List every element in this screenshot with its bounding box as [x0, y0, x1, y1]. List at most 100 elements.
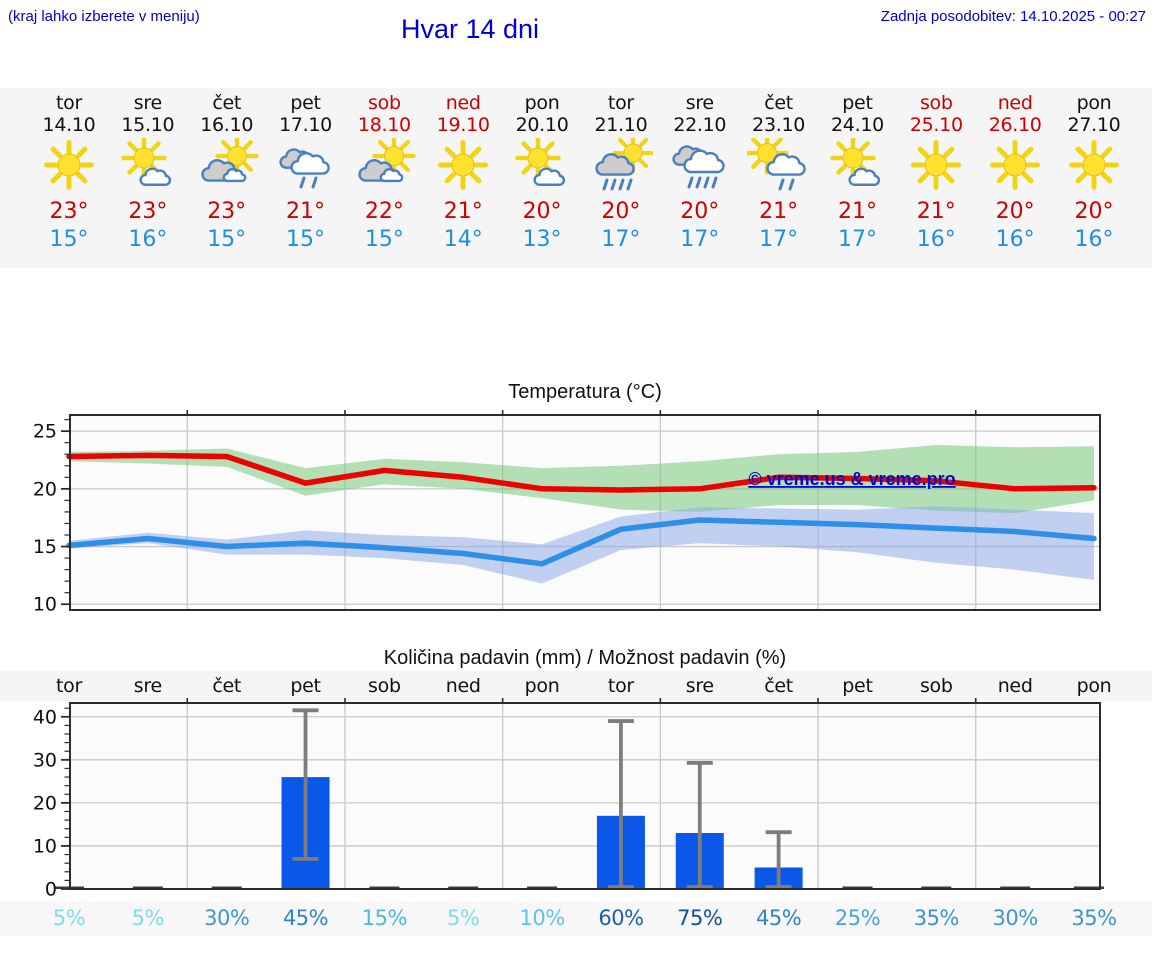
forecast-day-column: pon 27.10 20° 16°	[1054, 92, 1133, 254]
forecast-day-column: sob 18.10 22° 15°	[345, 92, 424, 254]
sun-small-cloud-icon	[830, 138, 881, 186]
forecast-day-column: čet 23.10 21° 17°	[739, 92, 818, 254]
precip-ytick-label: 30	[33, 749, 57, 771]
temp-min: 16°	[995, 227, 1035, 252]
precip-zero-mark	[842, 886, 873, 889]
forecast-day-column: pet 24.10 21° 17°	[818, 92, 897, 254]
precip-probability-label: 10%	[519, 906, 565, 930]
day-date: 17.10	[279, 114, 332, 136]
temp-max: 21°	[837, 199, 877, 224]
watermark-link[interactable]: © vreme.us & vreme.pro	[748, 469, 955, 489]
temp-max: 20°	[680, 199, 720, 224]
precipitation-chart: 0 10 20 30 40	[33, 698, 1104, 901]
temp-max: 20°	[1074, 199, 1114, 224]
forecast-day-column: tor 21.10 20° 17°	[581, 92, 660, 254]
forecast-day-column: sob 25.10 21° 16°	[897, 92, 976, 254]
precip-day-label: sob	[368, 675, 401, 697]
precip-probability-label: 35%	[913, 906, 960, 930]
forecast-day-column: sre 22.10 20° 17°	[660, 92, 739, 254]
precip-day-label: ned	[997, 675, 1033, 697]
precip-zero-mark	[527, 886, 558, 889]
precip-probability-label: 30%	[204, 906, 250, 930]
precip-day-label: pon	[524, 675, 560, 697]
day-name: sob	[919, 92, 953, 114]
precip-day-label: tor	[56, 675, 82, 697]
day-name: pon	[1076, 92, 1112, 114]
day-name: tor	[56, 92, 82, 114]
day-name: čet	[764, 92, 793, 114]
day-date: 25.10	[909, 114, 963, 136]
precip-probability-label: 5%	[447, 906, 480, 930]
temp-max: 21°	[916, 199, 956, 224]
temp-max: 20°	[995, 199, 1035, 224]
precip-day-label: čet	[212, 675, 242, 697]
precip-ytick-label: 10	[33, 835, 57, 857]
precip-zero-mark	[921, 886, 952, 889]
sun-icon	[911, 140, 962, 190]
cloud-sun-icon	[201, 138, 259, 183]
temp-min: 17°	[837, 227, 877, 252]
last-updated: Zadnja posodobitev: 14.10.2025 - 00:27	[880, 8, 1146, 25]
precip-day-label: čet	[764, 675, 793, 697]
day-name: sre	[685, 92, 714, 114]
forecast-day-column: tor 14.10 23° 15°	[30, 92, 109, 254]
forecast-day-column: sre 15.10 23° 16°	[108, 92, 187, 254]
temp-ytick-label: 15	[33, 536, 57, 558]
temp-min: 13°	[522, 227, 562, 252]
temp-min: 17°	[601, 227, 641, 252]
precip-zero-mark	[369, 886, 400, 889]
precip-probability-label: 75%	[677, 906, 723, 930]
sun-icon	[44, 140, 94, 190]
temp-ytick-label: 20	[33, 478, 57, 500]
day-date: 15.10	[121, 114, 175, 136]
precip-day-label: sre	[133, 675, 162, 697]
day-date: 24.10	[831, 114, 884, 136]
day-date: 21.10	[594, 114, 648, 136]
temp-min: 17°	[680, 227, 720, 252]
sun-cloud-rain-light-icon	[746, 138, 806, 191]
day-date: 20.10	[515, 114, 569, 136]
precip-probability-label: 45%	[282, 906, 329, 930]
precip-day-row: tor sre čet pet sob ned pon tor sre čet pet sob ned p…	[0, 671, 1152, 701]
day-date: 26.10	[988, 114, 1042, 136]
clouds-rain-icon	[278, 148, 330, 189]
precip-day-label: sob	[919, 675, 953, 697]
precip-day-label: pet	[290, 675, 321, 697]
day-name: sob	[368, 92, 401, 114]
precip-zero-mark	[1074, 886, 1104, 889]
temp-min: 15°	[286, 227, 326, 252]
precip-probability-label: 15%	[361, 906, 408, 930]
temp-ytick-label: 25	[33, 421, 57, 443]
temp-min: 16°	[128, 227, 168, 252]
precip-probability-label: 30%	[992, 906, 1039, 930]
temp-max: 20°	[601, 199, 641, 224]
temp-min: 17°	[759, 227, 799, 252]
precip-zero-mark	[1000, 886, 1031, 889]
precip-day-label: pon	[1076, 675, 1112, 697]
precip-probability-label: 35%	[1071, 906, 1117, 930]
forecast-day-column: pet 17.10 21° 15°	[266, 92, 345, 254]
temp-max: 23°	[49, 199, 89, 224]
page-title: Hvar 14 dni	[400, 14, 540, 44]
day-name: pon	[524, 92, 560, 114]
temp-chart-title: Temperatura (°C)	[508, 381, 662, 403]
temperature-chart: © vreme.us & vreme.pro 10 15 20 25	[33, 410, 1101, 616]
forecast-day-column: ned 19.10 21° 14°	[424, 92, 503, 254]
clouds-rain-heavy-icon	[672, 145, 725, 189]
forecast-day-column: čet 16.10 23° 15°	[187, 92, 266, 254]
sun-cloud-rain-icon	[595, 138, 653, 191]
precip-probability-label: 25%	[834, 906, 881, 930]
precip-probability-row: 5% 5% 30% 45% 15% 5% 10% 60% 75% 45% 25% 35% 30% 35%	[0, 901, 1152, 936]
temp-max: 21°	[286, 199, 326, 224]
day-name: tor	[607, 92, 634, 114]
temp-min: 15°	[364, 227, 404, 252]
temp-ytick-label: 10	[33, 594, 57, 616]
temp-max: 22°	[364, 199, 404, 224]
sun-icon	[1068, 140, 1119, 190]
day-date: 14.10	[42, 114, 96, 136]
temp-min: 16°	[916, 227, 956, 252]
precip-day-label: ned	[445, 675, 481, 697]
precip-probability-label: 60%	[598, 906, 644, 930]
temp-min: 16°	[1074, 227, 1114, 252]
